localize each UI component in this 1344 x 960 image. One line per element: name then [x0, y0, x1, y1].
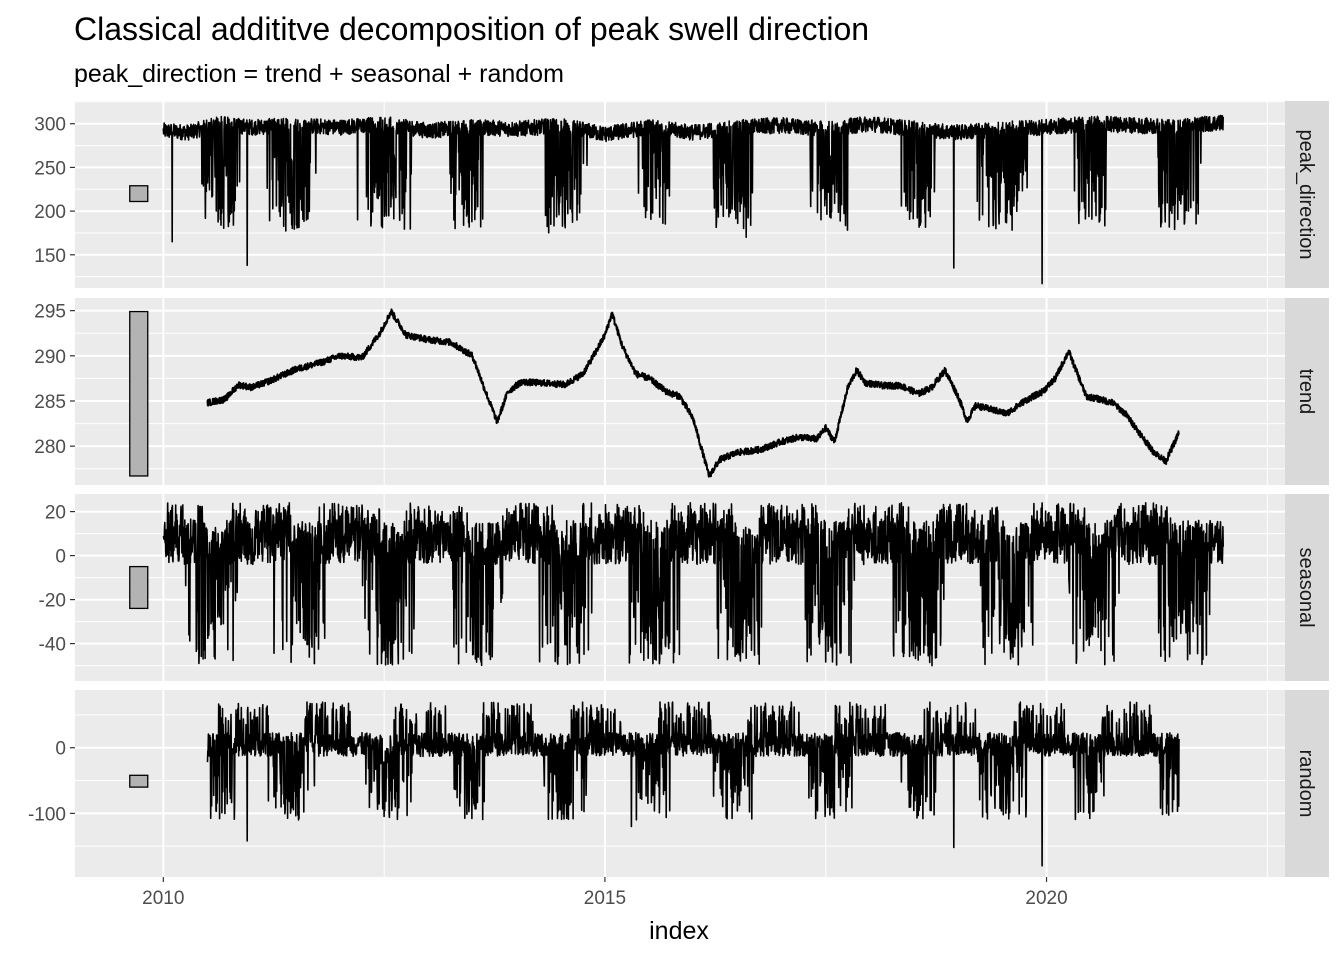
x-tick-label: 2010 — [142, 888, 184, 909]
y-tick-label: 250 — [34, 158, 66, 179]
y-tick-label: 295 — [34, 302, 66, 323]
y-tick-label: 290 — [34, 347, 66, 368]
facet-label: seasonal — [1295, 547, 1317, 627]
x-tick-label: 2015 — [584, 888, 626, 909]
facet-strip — [1285, 690, 1329, 877]
chart-title: Classical addititve decomposition of pea… — [74, 11, 869, 47]
y-tick-label: 200 — [34, 202, 66, 223]
facet-label: random — [1295, 750, 1317, 818]
facet-trend: 280 285 290 295 trend — [34, 298, 1329, 485]
x-axis-title: index — [649, 917, 709, 945]
y-tick-label: 300 — [34, 115, 66, 136]
y-tick-label: 285 — [34, 392, 66, 413]
y-tick-label: 0 — [55, 739, 66, 760]
scale-bar — [129, 310, 149, 477]
series-line-random — [206, 701, 1180, 867]
scale-bar — [129, 774, 149, 788]
y-tick-label: -20 — [39, 591, 66, 612]
y-tick-label: 20 — [45, 503, 66, 524]
scale-bar — [129, 565, 149, 610]
scale-bar — [129, 185, 149, 203]
panel-background — [75, 298, 1285, 485]
facet-strip — [1285, 494, 1329, 681]
y-tick-label: 280 — [34, 437, 66, 458]
facet-panels: 150200250300peak_direction280285290295tr… — [28, 101, 1329, 877]
x-axis: 2010 2015 2020 — [142, 877, 1068, 909]
facet-strip — [1285, 101, 1329, 288]
facet-peak-direction: 150 200 250 300 peak_direction — [34, 101, 1329, 288]
series-line-trend — [206, 308, 1180, 478]
y-tick-label: 0 — [55, 547, 66, 568]
series-line-peak-direction — [162, 114, 1224, 285]
facet-random: -100 0 random — [28, 690, 1329, 877]
y-tick-label: -40 — [39, 635, 66, 656]
facet-seasonal: -40 -20 0 20 seasonal — [39, 494, 1329, 681]
chart-subtitle: peak_direction = trend + seasonal + rand… — [74, 60, 564, 88]
facet-label: trend — [1295, 369, 1317, 415]
y-tick-label: -100 — [28, 804, 66, 825]
facet-strip — [1285, 298, 1329, 485]
facet-label: peak_direction — [1295, 129, 1317, 259]
series-line-seasonal — [162, 501, 1224, 667]
x-tick-label: 2020 — [1025, 888, 1067, 909]
y-tick-label: 150 — [34, 246, 66, 267]
